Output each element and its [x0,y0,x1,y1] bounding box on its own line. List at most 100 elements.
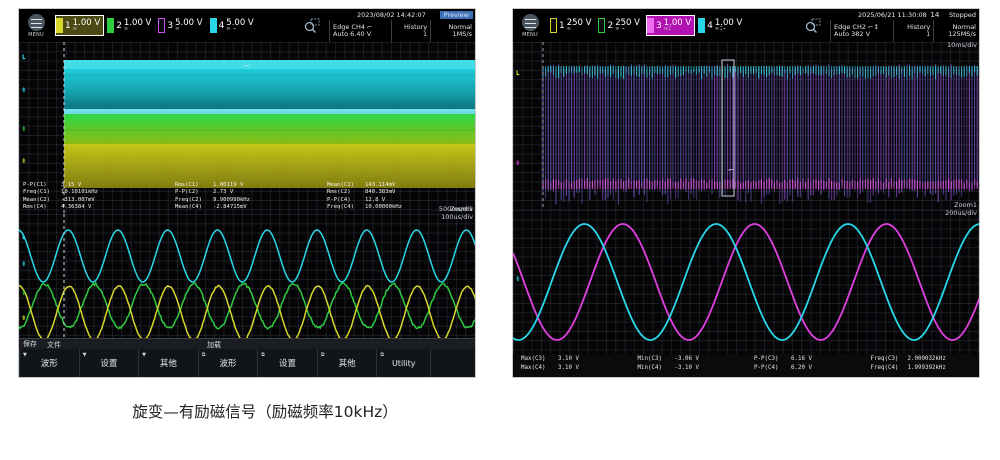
channel-1-right[interactable]: 1 250 V ≋ [549,15,595,36]
figure-left: MENU 1 1.00 V ≋ 2 [18,8,478,378]
measurement-column-1-right: Max(C3) 3.10 V Max(C4) 3.10 V [513,355,630,372]
measurement-label: Mean(C1) [327,182,361,189]
save-menu-label[interactable]: 保存 [23,339,37,349]
file-menu-bar-left: 文件 保存 加载 [19,338,475,349]
history-count-top-right: 14 [930,11,945,19]
menu-button-right[interactable]: MENU [513,10,547,42]
softkey-empty [430,349,475,377]
measurement-item: Freq(C4) 1.999392kHz [871,364,980,373]
measurement-value: 6.16 V [791,355,812,364]
zoom-magnifier-icon[interactable] [295,9,329,42]
channel-3-coupling-icon: ≋ [175,27,202,32]
measurement-label: Freq(C4) [871,364,903,373]
channel-3-left[interactable]: 3 5.00 V ≋ [157,15,206,36]
measurement-item: P-P(C4) 12.8 V [327,197,475,204]
ch4-ground-marker[interactable]: ┗ [21,56,25,63]
channel-1-number: 1 [65,21,71,31]
trigger-info-right[interactable]: Edge CH2 ⌐↕ Auto 382 V [830,20,893,42]
measurement-value: -3.10 V [675,364,699,373]
figure-page: MENU 1 1.00 V ≋ 2 [0,0,1000,460]
trigger-level-right: Auto 382 V [834,31,890,38]
history-info-right[interactable]: History 1 [893,20,933,42]
zoom-waveform-area-right[interactable]: ⇟ Zoom1 200us/div [513,210,979,354]
measurement-label: Mean(C2) [23,197,57,204]
measurement-label: P-P(C4) [327,197,361,204]
channel-3-coupling-icon: ≋⌶ [664,27,691,32]
measurement-column-3-right: P-P(C3) 6.16 V P-P(C4) 6.20 V [746,355,863,372]
measurement-item: Rms(C2) 840.383mV [327,189,475,196]
zoom-waveform-area-left[interactable]: ┗ ⇟ ⇟ ⇟ Zoom1 100us/div [19,214,475,349]
main-waveform-area-right[interactable]: ⌐ ┗ ⇟ 10ms/div [513,42,979,210]
measurement-column-1-left: P-P(C1) 3.15 V Freq(C1) 10.10101kHz Mean(C… [19,182,171,212]
measurement-label: P-P(C3) [754,355,786,364]
channel-2-coupling-icon: ≋ ⌁ [615,27,640,32]
ch4-level-marker[interactable]: ⇟ [21,87,27,94]
channel-1-coupling-icon: ≋ [73,27,100,32]
channel-1-color-swatch [56,18,63,33]
measurement-readout-right: Max(C3) 3.10 V Max(C4) 3.10 V Min(C3) -3.06… [513,355,979,372]
acquire-mode-right[interactable]: Normal 125MS/s [933,20,979,42]
channel-4-number: 4 [707,21,713,31]
measurement-item: Rms(C4) 4.36384 V [23,204,171,211]
zoom-magnifier-icon[interactable] [796,9,830,42]
softkey-load-waveform[interactable]: ⧉ 波形 [198,349,258,377]
channel-3-number: 3 [656,21,662,31]
trigger-info-left[interactable]: Edge CH4 ⌐ Auto 6.40 V [329,20,391,42]
menu-icon [522,14,539,31]
softkey-save-waveform[interactable]: ▼ 波形 [19,349,79,377]
measurement-item: Rms(C1) 1.00119 V [175,182,323,189]
menu-button-left[interactable]: MENU [19,10,53,42]
measurement-value: 2.73 V [213,189,233,196]
measurement-value: 3.15 V [61,182,81,189]
measurement-label: Freq(C2) [175,197,209,204]
channel-markers-zoom-left: ┗ ⇟ ⇟ ⇟ [19,214,35,349]
svg-text:⌐: ⌐ [244,62,250,70]
measurement-value: 10.00000kHz [365,204,402,211]
dropdown-caret-icon: ▼ [23,352,27,358]
caption-left: 旋变—有励磁信号（励磁频率10kHz） [36,400,494,422]
measurement-value: 143.114mV [365,182,395,189]
channel-2-left[interactable]: 2 1.00 V ≋ [106,15,155,36]
window-caret-icon: ⧉ [261,352,265,358]
acquire-mode-left[interactable]: Normal 1MS/s [430,20,475,42]
ch1-zoom-level-marker[interactable]: ⇟ [21,315,27,322]
measurement-label: Freq(C3) [871,355,903,364]
softkey-save-other[interactable]: ▼ 其他 [138,349,198,377]
channel-3-color-swatch [647,18,654,33]
channel-2-color-swatch [598,18,605,33]
measurement-item: Max(C3) 3.10 V [521,355,630,364]
ch4-zoom-ground-marker[interactable]: ┗ [21,236,25,243]
ch4-zoom-level-marker[interactable]: ⇟ [21,261,27,268]
measurement-item: Mean(C4) -2.84715mV [175,204,323,211]
header-info-right: 2025/06/21 11:30:08 14 Stopped Edge CH2 … [796,9,979,42]
measurement-value: 6.20 V [791,364,812,373]
channel-group-left: 1 1.00 V ≋ 2 1.00 V ≋ [53,15,258,36]
ch3-level-marker-right[interactable]: ⇟ [515,160,521,167]
softkey-label: Utility [392,359,416,368]
measurement-column-2-right: Min(C3) -3.06 V Min(C4) -3.10 V [630,355,747,372]
window-caret-icon: ⧉ [202,352,206,358]
ch3-zoom-level-marker[interactable]: ⇟ [515,276,521,283]
measurement-label: Max(C3) [521,355,553,364]
softkey-label: 波形 [41,357,58,369]
measurement-label: Min(C3) [638,355,670,364]
channel-4-coupling-icon: ≋ ⌁ [226,27,253,32]
channel-3-right[interactable]: 3 1.00 V ≋⌶ [646,15,695,36]
softkey-load-other[interactable]: ⧉ 其他 [317,349,377,377]
ch1-level-marker[interactable]: ⇟ [21,158,27,165]
zoom-tag-right: Zoom1 [954,201,977,209]
ch2-zoom-level-marker[interactable]: ⇟ [21,290,27,297]
softkey-utility[interactable]: ⧉ Utility [376,349,430,377]
softkey-save-settings[interactable]: ▼ 设置 [79,349,139,377]
ch1-ground-marker-right[interactable]: ┗ [515,72,519,79]
channel-4-right[interactable]: 4 1.00 V ≋⌶⌁ [697,15,746,36]
softkey-load-settings[interactable]: ⧉ 设置 [257,349,317,377]
menu-button-label: MENU [28,32,44,38]
history-info-left[interactable]: History 1 [391,20,430,42]
channel-1-left[interactable]: 1 1.00 V ≋ [55,15,104,36]
ch2-level-marker[interactable]: ⇟ [21,126,27,133]
channel-2-right[interactable]: 2 250 V ≋ ⌁ [597,15,643,36]
measurement-label: Max(C4) [521,364,553,373]
measurement-column-2-left: Rms(C1) 1.00119 V P-P(C2) 2.73 V Freq(C2) 9… [171,182,323,212]
channel-4-left[interactable]: 4 5.00 V ≋ ⌁ [209,15,258,36]
